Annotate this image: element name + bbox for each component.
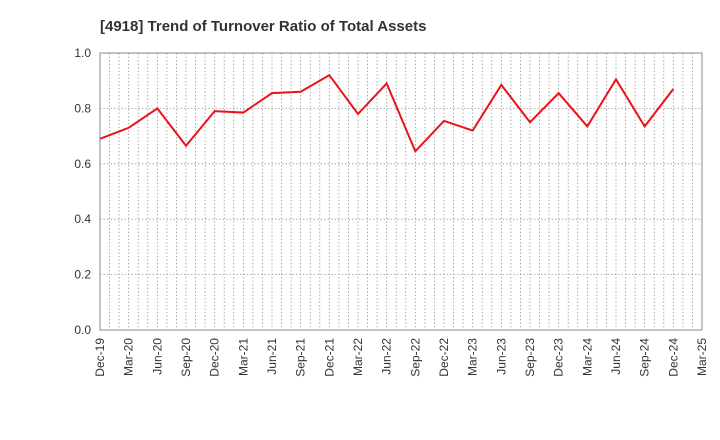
x-tick-label: Sep-21 (294, 338, 308, 377)
x-tick-label: Sep-22 (408, 338, 422, 377)
x-tick-label: Jun-24 (609, 338, 623, 375)
x-tick-label: Sep-20 (179, 338, 193, 377)
x-tick-label: Dec-20 (208, 338, 222, 377)
x-tick-label: Dec-23 (552, 338, 566, 377)
x-tick-label: Dec-24 (666, 338, 680, 377)
y-axis-ticks: 0.0 0.2 0.4 0.6 0.8 1.0 (74, 46, 91, 337)
x-tick-label: Mar-23 (466, 338, 480, 376)
y-tick-label: 0.8 (74, 101, 91, 115)
x-tick-label: Dec-22 (437, 338, 451, 377)
series-layer (99, 73, 675, 154)
x-tick-label: Dec-21 (322, 338, 336, 377)
y-tick-label: 0.6 (74, 157, 91, 171)
axes (99, 52, 703, 331)
y-tick-label: 0.4 (74, 212, 91, 226)
x-tick-label: Mar-24 (580, 338, 594, 376)
x-tick-label: Mar-21 (236, 338, 250, 376)
x-tick-label: Jun-21 (265, 338, 279, 375)
x-tick-label: Sep-24 (638, 338, 652, 377)
x-tick-label: Jun-22 (380, 338, 394, 375)
y-tick-label: 1.0 (74, 46, 91, 60)
y-tick-label: 0.2 (74, 268, 91, 282)
x-axis-ticks: Dec-19 Mar-20 Jun-20 Sep-20 Dec-20 Mar-21 Jun-… (93, 338, 709, 377)
chart-title: [4918] Trend of Turnover Ratio of Total … (100, 18, 426, 35)
series-line (99, 73, 675, 154)
x-tick-label: Jun-23 (494, 338, 508, 375)
y-tick-label: 0.0 (74, 323, 91, 337)
x-tick-label: Jun-20 (150, 338, 164, 375)
x-tick-label: Mar-22 (351, 338, 365, 376)
plot-frame (99, 52, 703, 331)
x-tick-label: Mar-20 (122, 338, 136, 376)
x-tick-label: Mar-25 (695, 338, 709, 376)
grid (100, 53, 702, 330)
x-tick-label: Dec-19 (93, 338, 107, 377)
x-tick-label: Sep-23 (523, 338, 537, 377)
